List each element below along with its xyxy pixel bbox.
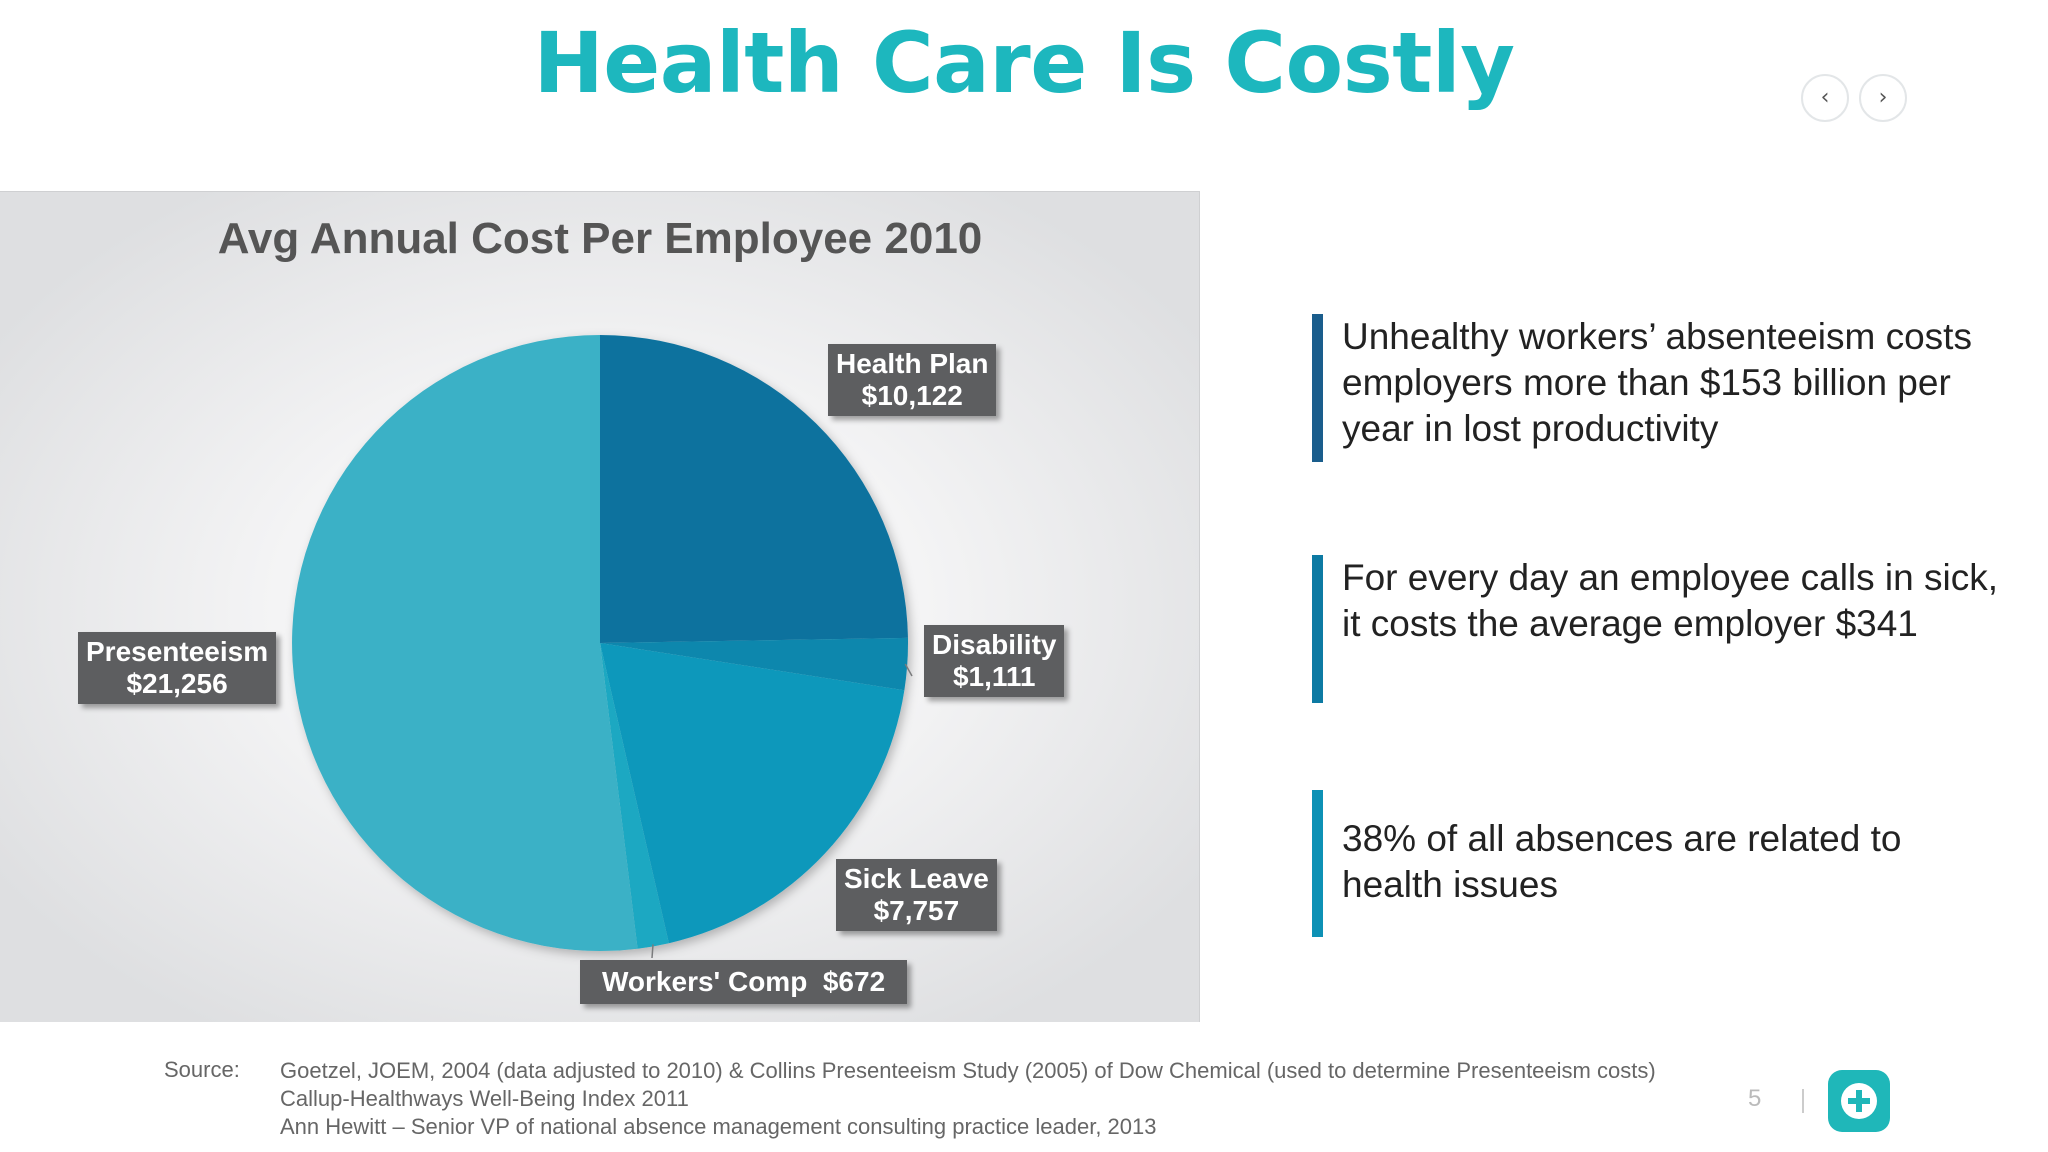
bullet-text: Unhealthy workers’ absenteeism costs emp… [1342, 316, 1972, 449]
bullet-text: 38% of all absences are related to healt… [1342, 818, 1902, 905]
app-logo-button[interactable] [1828, 1070, 1890, 1132]
bullet-bar [1312, 555, 1323, 703]
source-line: Callup-Healthways Well-Being Index 2011 [280, 1086, 689, 1111]
chevron-left-icon: ‹ [1820, 85, 1830, 110]
pie-slice-sick-leave [600, 643, 905, 944]
source-line: Goetzel, JOEM, 2004 (data adjusted to 20… [280, 1058, 1656, 1083]
chart-title: Avg Annual Cost Per Employee 2010 [217, 214, 983, 263]
pie-slice-workers-comp [600, 643, 669, 949]
bullet-item: 38% of all absences are related to healt… [1312, 790, 2012, 937]
bullet-text: For every day an employee calls in sick,… [1342, 557, 1998, 644]
leader-line [904, 663, 913, 677]
page-number: 5 [1748, 1085, 1762, 1112]
source-label: Source: [164, 1057, 240, 1082]
bullet-item: Unhealthy workers’ absenteeism costs emp… [1312, 314, 2012, 462]
leader-line [651, 944, 654, 959]
plus-circle-icon [1841, 1083, 1877, 1119]
slice-label-sick-leave: Sick Leave $7,757 [836, 859, 997, 931]
slice-label-presenteeism: Presenteeism $21,256 [78, 632, 277, 704]
chart-panel: Avg Annual Cost Per Employee 2010 Health… [0, 191, 1200, 1022]
chevron-right-icon: › [1878, 85, 1888, 110]
bullet-bar [1312, 790, 1323, 937]
pie-slice-health-plan [600, 335, 908, 643]
source-line: Ann Hewitt – Senior VP of national absen… [280, 1114, 1157, 1139]
slide-title: Health Care Is Costly [533, 14, 1515, 112]
bullet-item: For every day an employee calls in sick,… [1312, 555, 2012, 703]
nav-next-button[interactable]: › [1859, 74, 1907, 122]
bullet-bar [1312, 314, 1323, 462]
divider [1802, 1089, 1804, 1113]
pie-chart [292, 335, 913, 959]
pie-slices [292, 335, 909, 951]
pie-slice-presenteeism [292, 335, 638, 951]
slice-label-workers-comp: Workers' Comp $672 [580, 960, 908, 1004]
nav-prev-button[interactable]: ‹ [1801, 74, 1849, 122]
slice-label-health-plan: Health Plan $10,122 [828, 344, 997, 416]
slice-label-disability: Disability $1,111 [924, 625, 1065, 697]
source-list: Goetzel, JOEM, 2004 (data adjusted to 20… [280, 1057, 1656, 1141]
pie-slice-disability [600, 637, 909, 691]
